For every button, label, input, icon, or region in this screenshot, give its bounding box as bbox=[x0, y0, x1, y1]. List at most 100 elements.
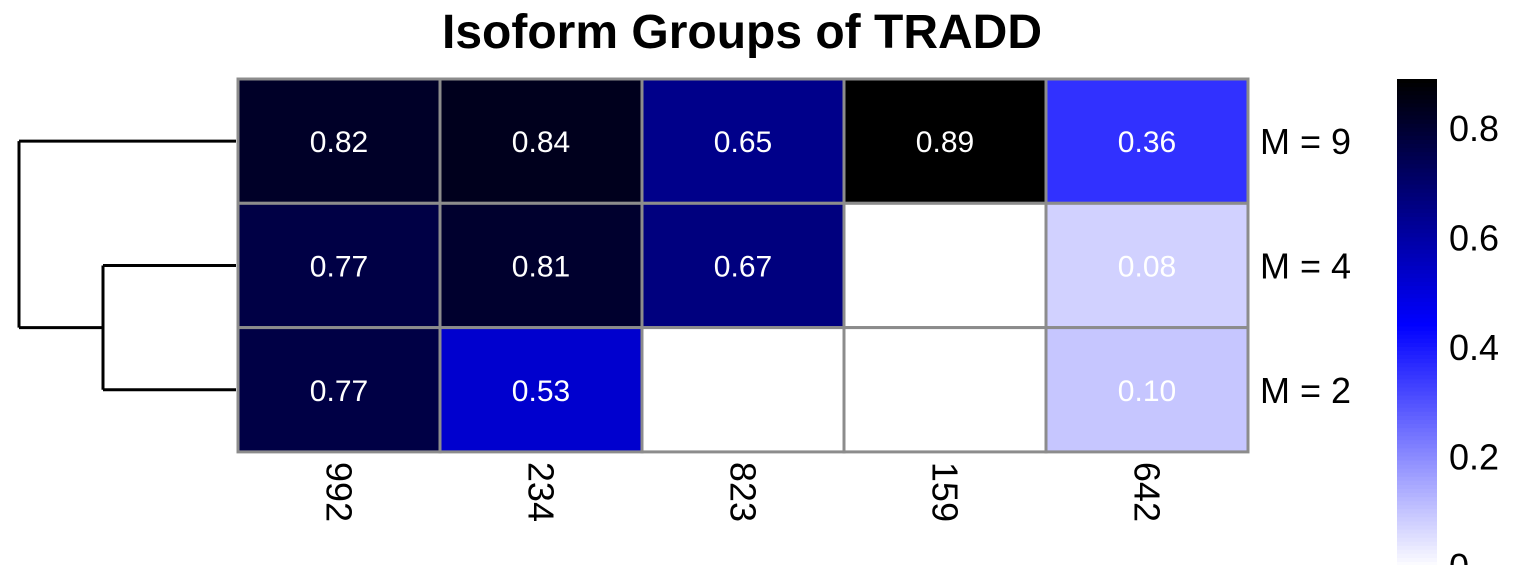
legend-color-step bbox=[1397, 107, 1437, 113]
legend-color-step bbox=[1397, 553, 1437, 559]
legend-color-step bbox=[1397, 342, 1437, 348]
legend-color-step bbox=[1397, 529, 1437, 535]
legend-color-step bbox=[1397, 229, 1437, 234]
legend-color-step bbox=[1397, 423, 1437, 429]
legend-color-step bbox=[1397, 472, 1437, 478]
legend-color-step bbox=[1397, 363, 1437, 368]
legend-color-step bbox=[1397, 237, 1437, 242]
legend-color-step bbox=[1397, 298, 1437, 303]
cell-value-label: 0.53 bbox=[512, 375, 570, 408]
legend-color-step bbox=[1397, 354, 1437, 360]
legend-color-step bbox=[1397, 281, 1437, 287]
legend-color-step bbox=[1397, 168, 1437, 173]
cell-value-label: 0.67 bbox=[714, 250, 772, 283]
heatmap-cell bbox=[236, 326, 442, 454]
legend-color-step bbox=[1397, 139, 1437, 145]
legend-color-step bbox=[1397, 192, 1437, 198]
legend-color-step bbox=[1397, 200, 1437, 206]
legend-color-step bbox=[1397, 127, 1437, 133]
legend-color-step bbox=[1397, 444, 1437, 449]
legend-color-step bbox=[1397, 318, 1437, 324]
legend-color-step bbox=[1397, 221, 1437, 226]
heatmap-cell bbox=[842, 77, 1048, 205]
heatmap-cell bbox=[640, 201, 846, 330]
legend-color-step bbox=[1397, 269, 1437, 275]
cell-value-label: 0.10 bbox=[1118, 375, 1176, 408]
legend-color-step bbox=[1397, 432, 1437, 437]
legend-color-step bbox=[1397, 294, 1437, 299]
legend-color-step bbox=[1397, 326, 1437, 332]
legend-color-step bbox=[1397, 310, 1437, 315]
legend-color-step bbox=[1397, 95, 1437, 100]
legend-color-step bbox=[1397, 415, 1437, 421]
legend-color-step bbox=[1397, 249, 1437, 255]
legend-color-step bbox=[1397, 367, 1437, 372]
legend-color-step bbox=[1397, 91, 1437, 96]
legend-color-step bbox=[1397, 497, 1437, 502]
row-label: M = 4 bbox=[1260, 245, 1351, 286]
row-dendrogram bbox=[17, 139, 236, 392]
legend-color-step bbox=[1397, 492, 1437, 498]
legend-color-step bbox=[1397, 480, 1437, 486]
color-legend: 0 0.2 0.4 0.6 0.8 bbox=[1397, 79, 1499, 565]
legend-color-step bbox=[1397, 338, 1437, 344]
legend-color-step bbox=[1397, 176, 1437, 182]
legend-color-step bbox=[1397, 322, 1437, 328]
column-label: 159 bbox=[925, 462, 966, 522]
legend-tick-label: 0.2 bbox=[1449, 437, 1499, 478]
heatmap-cell bbox=[1044, 77, 1250, 205]
legend-color-step bbox=[1397, 411, 1437, 417]
column-labels: 992 234 823 159 642 bbox=[319, 462, 1168, 522]
legend-color-step bbox=[1397, 334, 1437, 340]
heatmap-cell bbox=[842, 326, 1048, 454]
cell-value-label: 0.77 bbox=[310, 250, 368, 283]
legend-color-step bbox=[1397, 448, 1437, 453]
legend-color-step bbox=[1397, 387, 1437, 393]
legend-color-step bbox=[1397, 330, 1437, 336]
legend-color-step bbox=[1397, 440, 1437, 445]
legend-color-step bbox=[1397, 371, 1437, 376]
row-label: M = 9 bbox=[1260, 121, 1351, 162]
legend-color-step bbox=[1397, 152, 1437, 157]
legend-color-step bbox=[1397, 436, 1437, 441]
legend-tick-label: 0.8 bbox=[1449, 108, 1499, 149]
legend-color-step bbox=[1397, 541, 1437, 547]
legend-color-step bbox=[1397, 505, 1437, 510]
legend-color-step bbox=[1397, 399, 1437, 405]
legend-color-step bbox=[1397, 135, 1437, 141]
legend-color-step bbox=[1397, 261, 1437, 267]
legend-color-step bbox=[1397, 501, 1437, 506]
legend-color-step bbox=[1397, 314, 1437, 320]
legend-color-step bbox=[1397, 233, 1437, 238]
legend-color-step bbox=[1397, 456, 1437, 462]
legend-color-step bbox=[1397, 143, 1437, 149]
column-label: 823 bbox=[723, 462, 764, 522]
legend-color-step bbox=[1397, 452, 1437, 458]
legend-color-step bbox=[1397, 156, 1437, 161]
legend-color-step bbox=[1397, 375, 1437, 380]
heatmap-cell bbox=[438, 201, 644, 330]
legend-color-step bbox=[1397, 241, 1437, 246]
legend-color-step bbox=[1397, 460, 1437, 466]
chart-title: Isoform Groups of TRADD bbox=[442, 6, 1042, 59]
legend-color-step bbox=[1397, 111, 1437, 117]
legend-color-step bbox=[1397, 533, 1437, 539]
legend-color-step bbox=[1397, 346, 1437, 352]
column-label: 234 bbox=[521, 462, 562, 522]
row-labels: M = 9 M = 4 M = 2 bbox=[1260, 121, 1351, 411]
legend-color-step bbox=[1397, 359, 1437, 364]
legend-color-step bbox=[1397, 464, 1437, 470]
legend-color-step bbox=[1397, 103, 1437, 109]
legend-color-step bbox=[1397, 208, 1437, 214]
legend-color-step bbox=[1397, 83, 1437, 88]
legend-color-step bbox=[1397, 119, 1437, 125]
legend-color-step bbox=[1397, 383, 1437, 389]
cell-value-label: 0.08 bbox=[1118, 250, 1176, 283]
legend-color-step bbox=[1397, 407, 1437, 413]
legend-color-step bbox=[1397, 253, 1437, 259]
legend-color-step bbox=[1397, 99, 1437, 104]
legend-color-step bbox=[1397, 525, 1437, 531]
legend-color-step bbox=[1397, 557, 1437, 563]
legend-color-step bbox=[1397, 561, 1437, 565]
cell-value-label: 0.77 bbox=[310, 375, 368, 408]
